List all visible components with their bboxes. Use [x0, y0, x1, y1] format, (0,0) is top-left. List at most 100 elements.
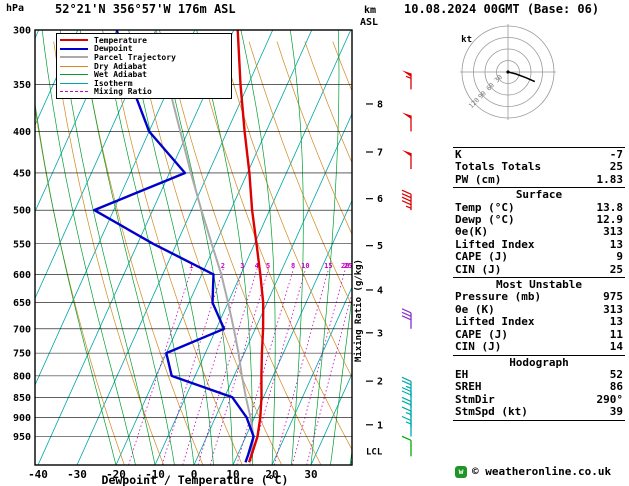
mixing-ratio-axis-label: Mixing Ratio (g/kg) — [353, 259, 364, 362]
stats-row: StmSpd (kt) 39 — [455, 405, 623, 418]
wind-barb — [402, 70, 412, 90]
isotherm-lines — [35, 30, 352, 465]
mixing-ratio-value-label: 5 — [266, 262, 270, 270]
stats-label: CAPE (J) — [455, 327, 508, 341]
mixing-ratio-value-label: 3 — [240, 262, 244, 270]
stats-row: K -7 — [455, 148, 623, 161]
dewpoint-curve — [93, 30, 255, 463]
km-tick-label: 6 — [377, 194, 383, 205]
page-title: 52°21'N 356°57'W 176m ASL — [55, 2, 236, 16]
hodograph-ring-label: 60 — [485, 81, 496, 92]
pressure-tick-label: 800 — [13, 371, 31, 382]
stats-value: 13 — [609, 237, 623, 251]
legend-label: Temperature — [94, 35, 147, 45]
stats-row: CIN (J) 14 — [455, 340, 623, 354]
stats-section: Hodograph EH 52 SREH 86 StmDir 290° StmSpd (kt)… — [453, 354, 625, 420]
km-tick-label: 4 — [377, 285, 383, 296]
pressure-tick-label: 950 — [13, 432, 31, 443]
wet-adiabat-lines — [35, 30, 352, 465]
stats-label: Lifted Index — [455, 315, 535, 329]
stats-row: CAPE (J) 9 — [455, 250, 623, 263]
wind-barb — [401, 308, 412, 329]
legend-row: Parcel Trajectory — [60, 53, 228, 62]
mixing-ratio-value-label: 15 — [324, 262, 332, 270]
hodograph-trace — [507, 71, 536, 83]
legend-label: Mixing Ratio — [94, 87, 152, 97]
km-axis-label: km — [364, 5, 376, 16]
stats-row: EH 52 — [455, 367, 623, 381]
km-tick-label: 1 — [377, 420, 383, 431]
stats-value: 13.8 — [596, 200, 624, 214]
hodograph-ring-label: 30 — [493, 73, 504, 84]
stats-row: CIN (J) 25 — [455, 262, 623, 276]
wind-barb — [401, 435, 412, 457]
hodograph-ring — [484, 48, 532, 96]
copyright-bar: w © weatheronline.co.uk — [455, 465, 611, 478]
pressure-tick-label: 650 — [13, 298, 31, 309]
wind-barb — [401, 415, 412, 437]
legend-swatch-mixing_ratio-line — [60, 91, 88, 93]
stats-section-header: Surface — [515, 188, 563, 202]
pressure-tick-label: 500 — [13, 206, 31, 217]
legend-row: Isotherm — [60, 79, 228, 88]
legend-row: Wet Adiabat — [60, 70, 228, 79]
stats-row: Totals Totals 25 — [455, 160, 623, 174]
temp-tick-label: 10 — [226, 468, 239, 481]
km-tick-label: 8 — [377, 99, 383, 110]
stats-row: PW (cm) 1.83 — [455, 172, 624, 186]
km-tick-label: 7 — [377, 147, 383, 158]
mixing-ratio-value-label: 1 — [189, 262, 193, 270]
stats-section: Most Unstable Pressure (mb) 975 θe (K) 313 Li… — [453, 277, 625, 354]
stats-label: SREH — [455, 380, 482, 394]
copyright-text[interactable]: © weatheronline.co.uk — [472, 465, 612, 478]
km-tick-label: 3 — [377, 328, 383, 339]
stats-value: 313 — [603, 225, 623, 239]
stats-value: 313 — [603, 302, 623, 316]
stats-row: Lifted Index 13 — [455, 237, 623, 251]
temp-tick-labels: -40 -30 -20 -10 0 10 20 30 — [28, 468, 318, 481]
legend-row: Mixing Ratio — [60, 87, 228, 97]
hodograph-unit-label: kt — [461, 35, 472, 45]
stats-value: 290° — [596, 392, 624, 406]
parcel-trajectory-curve — [154, 30, 255, 463]
legend-swatch-isotherm-line — [60, 82, 88, 84]
asl-axis-label: ASL — [360, 17, 378, 28]
hodograph-ring — [496, 60, 520, 84]
legend-label: Wet Adiabat — [94, 70, 147, 80]
weatheronline-logo-icon: w — [455, 465, 467, 478]
stats-value: 11 — [609, 327, 623, 341]
legend-box: Temperature Dewpoint Parcel Trajectory Dry … — [56, 33, 232, 100]
legend-label: Parcel Trajectory — [94, 52, 176, 62]
wind-barb — [402, 150, 412, 170]
stats-section: Surface Temp (°C) 13.8 Dewp (°C) 12.9 θe(K) 31… — [453, 187, 625, 277]
pressure-tick-label: 300 — [13, 26, 31, 37]
legend-swatch-parcel-line — [60, 56, 88, 59]
stats-row: CAPE (J) 11 — [455, 327, 623, 341]
stats-value: 25 — [609, 160, 623, 174]
stats-label: CIN (J) — [455, 340, 502, 354]
stats-label: Pressure (mb) — [455, 290, 542, 304]
legend-swatch-temperature-line — [60, 39, 88, 42]
stats-label: CIN (J) — [455, 262, 502, 276]
temperature-curve — [236, 30, 265, 463]
temp-tick-label: 30 — [304, 468, 317, 481]
mixing-ratio-value-label: 20 — [341, 262, 349, 270]
pressure-tick-label: 850 — [13, 393, 31, 404]
lcl-label: LCL — [366, 448, 383, 458]
stats-value: 1.83 — [596, 172, 624, 186]
temp-tick-label: 20 — [265, 468, 278, 481]
stats-label: Dewp (°C) — [455, 213, 515, 227]
stats-label: Lifted Index — [455, 237, 535, 251]
stats-value: 25 — [609, 262, 623, 276]
stats-value: 52 — [609, 367, 623, 381]
stats-value: 14 — [609, 340, 623, 354]
stats-row: SREH 86 — [455, 380, 623, 394]
stats-value: 12.9 — [596, 213, 624, 227]
mixing-ratio-value-label: 8 — [291, 262, 295, 270]
legend-label: Dry Adiabat — [94, 61, 147, 71]
stats-section-header: Hodograph — [509, 355, 569, 369]
wind-barbs — [401, 70, 412, 457]
wind-barb — [402, 112, 412, 132]
temp-tick-label: 0 — [191, 468, 198, 481]
